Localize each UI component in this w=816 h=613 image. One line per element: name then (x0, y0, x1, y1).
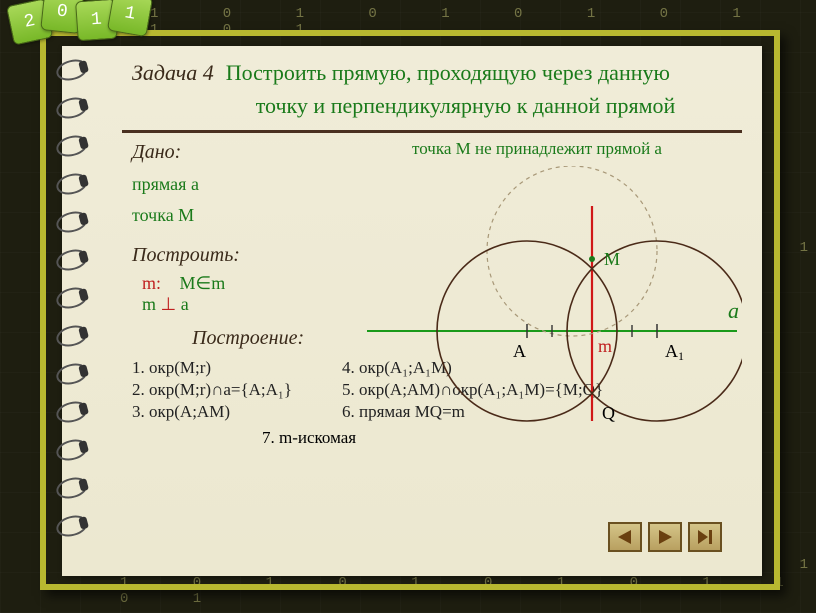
nav-next-button[interactable] (648, 522, 682, 552)
step-7: 7. m-искомая (262, 428, 742, 448)
label-line-m: m (598, 336, 612, 356)
label-point-m: M (604, 249, 620, 269)
label-line-a: a (728, 298, 739, 323)
notebook-page: Задача 4 Построить прямую, проходящую че… (62, 46, 762, 576)
step-2: 2. окр(M;r)∩a={A;A₁} (132, 380, 292, 400)
die-4: 1 (107, 0, 153, 37)
nav-buttons (608, 522, 722, 552)
dice-decoration: 2 0 1 1 (8, 0, 144, 34)
bg-digits-right2: 1 (800, 557, 816, 573)
task-title-line2: точку и перпендикулярную к данной прямой (256, 89, 676, 122)
label-point-a: A (513, 341, 526, 361)
m-perp-m: m (142, 294, 161, 314)
spiral-binding (50, 50, 100, 570)
m-perp-a: a (181, 294, 189, 314)
bg-digits-right: 1 (800, 240, 816, 256)
m-prefix: m: (142, 273, 161, 293)
m-in: M∈m (180, 273, 226, 293)
point-m-dot (589, 256, 595, 262)
step-3: 3. окр(A;AM) (132, 402, 292, 422)
step-1: 1. окр(M;r) (132, 358, 292, 378)
nav-last-button[interactable] (688, 522, 722, 552)
circle-m-r (487, 166, 657, 336)
construction-diagram: A A1 M Q a m (342, 166, 742, 426)
task-title-line1: Построить прямую, проходящую через данну… (226, 56, 676, 89)
steps-col-left: 1. окр(M;r) 2. окр(M;r)∩a={A;A₁} 3. окр(… (132, 356, 292, 424)
label-point-q: Q (602, 403, 615, 423)
triangle-right-icon (657, 529, 673, 545)
skip-end-icon (696, 529, 714, 545)
m-perp-sym: ⊥ (161, 294, 181, 314)
triangle-left-icon (617, 529, 633, 545)
label-point-a1: A1 (665, 341, 684, 363)
divider (122, 130, 742, 133)
task-number: Задача 4 (132, 60, 214, 86)
nav-prev-button[interactable] (608, 522, 642, 552)
